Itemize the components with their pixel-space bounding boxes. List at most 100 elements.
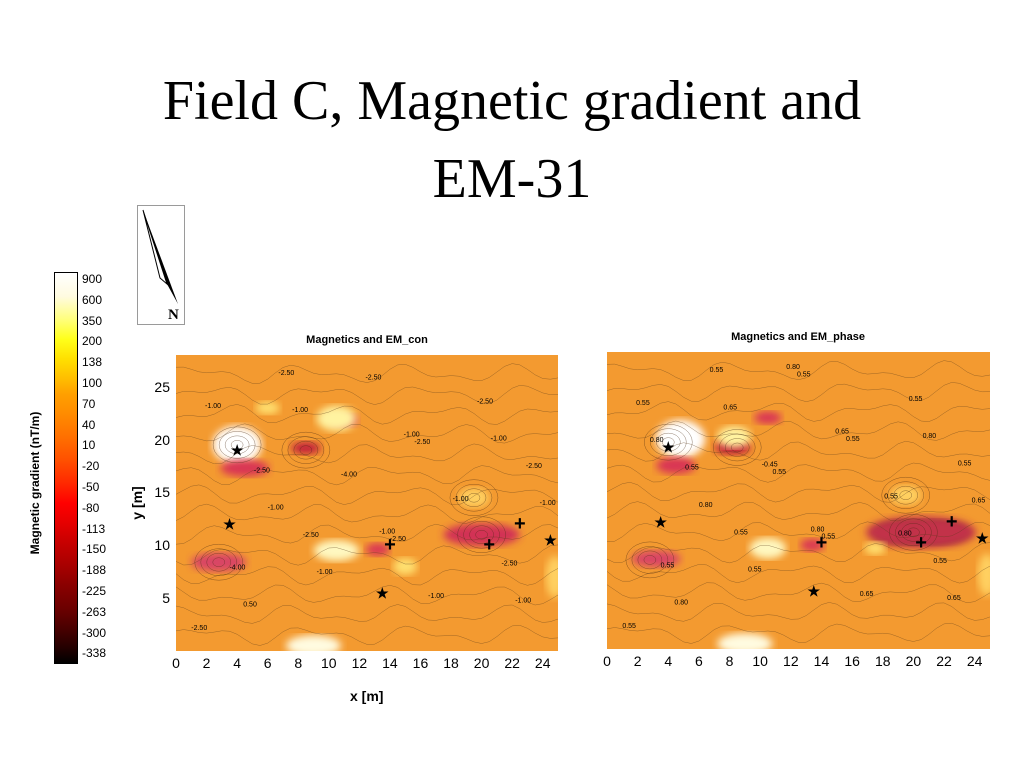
colorbar-tick-label: -300	[82, 625, 107, 640]
anomaly-blob	[458, 488, 490, 508]
anomaly-blob	[754, 411, 782, 425]
anomaly-blob	[717, 633, 773, 649]
contour-label: -1.00	[292, 407, 308, 414]
cross-marker: +	[513, 513, 526, 536]
contour-line	[176, 625, 558, 646]
anomaly-blob	[656, 457, 696, 474]
x-tick-label: 10	[321, 655, 337, 671]
x-tick-label: 4	[664, 653, 673, 669]
colorbar-tick-label: 100	[82, 376, 103, 390]
contour-ring	[631, 546, 669, 574]
contour-label: -2.50	[526, 463, 542, 470]
contour-line	[176, 503, 558, 524]
contour-ring	[293, 440, 319, 460]
x-tick-label: 0	[172, 655, 180, 671]
anomaly-blob	[749, 537, 787, 559]
colorbar-tick-label: 70	[82, 396, 96, 411]
contour-line	[176, 423, 558, 444]
anomaly-blob	[545, 555, 558, 599]
contour-ring	[650, 428, 687, 456]
contour-ring	[889, 514, 938, 551]
contour-line	[607, 501, 990, 522]
x-tick-label: 16	[844, 653, 860, 669]
contour-ring	[901, 523, 926, 542]
x-tick-label: 10	[752, 653, 768, 669]
contour-line	[607, 440, 990, 462]
star-marker: ★	[375, 584, 389, 601]
contour-ring	[887, 481, 924, 509]
contour-label: 0.55	[884, 493, 898, 500]
contour-label: -2.50	[365, 374, 381, 381]
contour-label: 0.55	[958, 460, 972, 467]
cross-marker: +	[945, 510, 958, 533]
colorbar-tick-label: 600	[82, 292, 103, 307]
contour-label: -1.00	[540, 500, 556, 507]
x-tick-label: 18	[443, 655, 459, 671]
panel1-xlabel: x [m]	[350, 688, 384, 704]
slide-title-line2: EM-31	[432, 148, 592, 210]
anomaly-blob	[212, 425, 262, 464]
star-marker: ★	[544, 532, 557, 548]
anomaly-blob	[865, 516, 977, 549]
contour-label: 0.55	[909, 396, 923, 403]
contour-label: -2.50	[501, 560, 517, 567]
contour-label: 0.55	[661, 562, 675, 569]
contour-line	[176, 385, 558, 405]
anomaly-blob	[220, 459, 270, 477]
contour-ring	[644, 423, 693, 461]
contour-ring	[206, 552, 232, 572]
contour-ring	[895, 518, 932, 547]
contour-label: 0.80	[898, 531, 912, 538]
contour-ring	[907, 527, 920, 538]
contour-line	[176, 604, 558, 624]
contour-ring	[299, 445, 313, 455]
contour-label: -2.50	[191, 625, 207, 632]
anomaly-blob	[800, 538, 825, 552]
colorbar-tick-label: 40	[82, 417, 96, 432]
x-tick-label: 24	[966, 653, 983, 669]
anomaly-blob	[656, 419, 706, 459]
x-tick-label: 22	[504, 655, 520, 671]
contour-label: 0.55	[636, 400, 650, 407]
contour-label: -2.50	[414, 439, 430, 446]
contour-label: 0.80	[786, 364, 800, 371]
star-marker: ★	[976, 529, 989, 546]
contour-line	[607, 582, 990, 604]
contour-ring	[712, 429, 762, 466]
star-marker: ★	[654, 513, 667, 530]
contour-label: -1.00	[379, 529, 395, 536]
contour-label: 0.50	[243, 602, 257, 609]
colorbar-label: Magnetic gradient (nT/m)	[28, 411, 42, 555]
contour-label: -2.50	[278, 370, 294, 377]
y-tick-label: 5	[162, 590, 170, 607]
contour-label: -2.50	[477, 399, 493, 406]
colorbar-tick-label: -188	[82, 563, 107, 578]
contour-ring	[230, 440, 244, 450]
panel1-title: Magnetics and EM_con	[306, 334, 428, 346]
contour-line	[607, 420, 990, 441]
contour-label: -1.00	[268, 504, 284, 511]
x-tick-label: 4	[233, 655, 242, 671]
contour-label: 0.55	[772, 469, 786, 476]
contour-label: -4.00	[341, 472, 357, 479]
contour-label: 0.55	[933, 558, 947, 565]
cross-marker: +	[915, 531, 927, 554]
star-marker: ★	[661, 439, 675, 456]
slide-title: Field C, Magnetic gradient and EM-31	[0, 62, 1024, 218]
contour-ring	[457, 516, 506, 553]
contour-ring	[724, 438, 750, 457]
contour-ring	[656, 432, 681, 452]
contour-line	[176, 484, 558, 506]
contour-line	[176, 404, 558, 425]
y-tick-label: 10	[154, 537, 170, 554]
contour-ring	[449, 479, 499, 516]
contour-label: -1.00	[491, 436, 507, 443]
contour-ring	[287, 436, 325, 464]
contour-ring	[899, 490, 912, 500]
contour-ring	[212, 557, 226, 567]
contour-label: 0.55	[685, 465, 699, 472]
panel1-ylabel: y [m]	[129, 486, 145, 520]
x-tick-label: 24	[534, 655, 551, 671]
x-tick-label: 6	[695, 653, 703, 669]
colorbar-tick-label: 900	[82, 272, 103, 286]
